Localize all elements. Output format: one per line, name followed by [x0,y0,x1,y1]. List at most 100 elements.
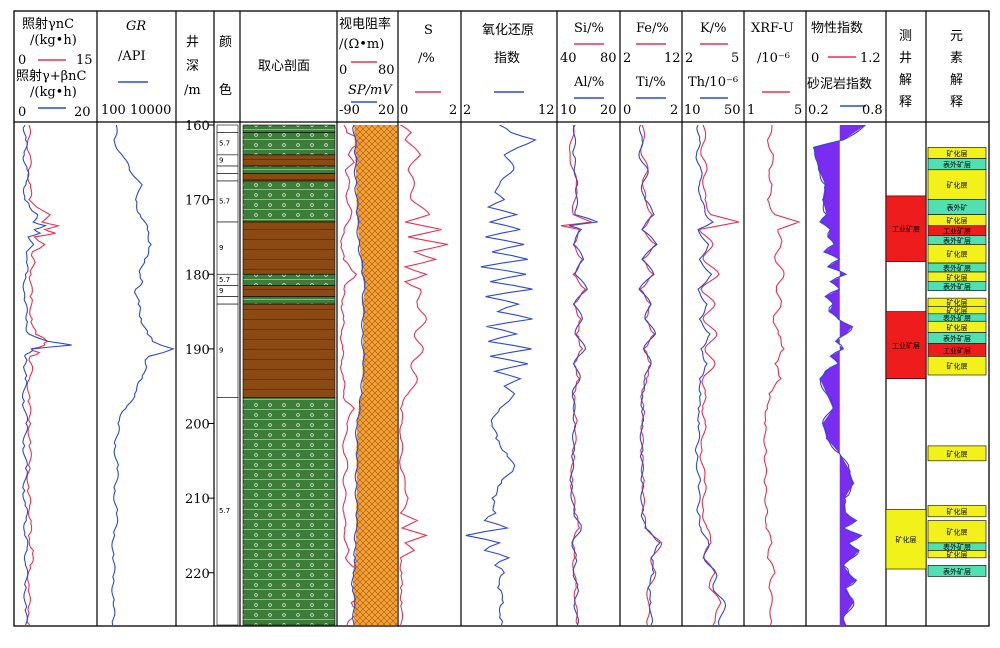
log-curves [21,124,866,626]
fe-scale-min: 2 [623,51,631,66]
depth-tick-label: 190 [185,343,210,358]
color-code-label: 9 [219,347,223,355]
well-interp-zone [885,195,927,262]
si-scale-max: 80 [600,51,617,66]
res-unit: /(Ω•m) [339,37,384,52]
gamma-scale-2-max: 20 [74,105,91,120]
sp-scale-min: -90 [339,103,360,118]
fe_ti-curve-blue [638,124,661,626]
th-scale-min: 10 [684,103,701,118]
si_al-curve-blue [568,124,598,626]
elem-interp-zone [927,356,987,376]
ti-title: Ti/% [636,75,666,90]
gr-scale-min: 100 [101,103,126,118]
color-strip-cell [216,397,239,626]
s-unit: /% [418,51,435,66]
xrf-curve-red [763,124,801,626]
core-layer [242,273,336,286]
elem-interp-zone [927,281,987,291]
well-interp-zone [885,509,927,570]
elem-interp-zone-label: 表外矿层 [943,160,971,169]
s-curve-red [399,124,448,626]
res-title: 视电阻率 [339,16,391,32]
core-layer [242,180,336,223]
core-layer [242,173,336,182]
redox-title-2: 指数 [494,51,520,66]
redox-scale-min: 2 [463,103,471,118]
color-code-label: 5.7 [219,507,230,515]
th-title: Th/10⁻⁶ [688,75,738,90]
k_th-curve-red [698,124,740,626]
gamma-title-1: 照射γnC [22,16,74,32]
ti-scale-max: 2 [670,103,678,118]
gamma-unit-2: /(kg•h) [30,85,77,100]
well-interp-zone-label: 工业矿层 [892,341,920,350]
elem-interp-zone-label: 矿化层 [947,306,968,315]
elem-interp-zone-label: 矿化层 [947,449,968,458]
xrf-scale-max: 5 [794,103,802,118]
res-scale-max: 80 [378,63,395,78]
column-dividers [96,11,927,626]
s-title: S [424,23,433,38]
gr-curve-blue [111,124,175,626]
core-section: 5.7 9 5.7 9 5.7 9 9 5.7 [216,124,336,626]
header-fe-ti: Fe/% 2 12 Ti/% 0 2 [623,21,681,118]
al-title: Al/% [573,75,604,90]
shale-index-fill [813,125,866,625]
color-title-2: 色 [219,82,232,98]
gr-title: GR [126,19,146,34]
header-s: S /% 0 2 [400,23,457,118]
header-redox: 氧化还原 指数 2 12 [463,23,555,118]
phys-title: 物性指数 [811,21,863,36]
header-xrf: XRF-U /10⁻⁶ 1 5 [747,21,802,118]
core-layer [242,296,336,305]
res-curve-blue [350,124,366,626]
well-interp-char-1: 测 [899,29,912,44]
core-layer [242,124,336,133]
phys-curve-blue [812,124,866,626]
fe-title: Fe/% [636,21,669,36]
color-code-label: 9 [219,244,223,252]
elem-interp-zone-label: 矿化层 [947,550,968,559]
elem-interp-zone [927,445,987,462]
header-gamma: 照射γnC /(kg•h) 0 15 照射γ+βnC /(kg•h) 0 20 [16,16,93,120]
depth-tick-label: 200 [185,418,210,433]
fe_ti-curve-red [639,124,663,626]
gamma-title-2: 照射γ+βnC [16,68,87,84]
core-layer [242,303,336,398]
gamma-scale-1-min: 0 [18,53,26,68]
redox-scale-max: 12 [538,103,555,118]
well-interp-char-3: 解 [899,73,912,88]
gamma-scale-2-min: 0 [18,105,26,120]
gr-scale-max: 10000 [130,103,171,118]
color-strip-cell [216,296,239,305]
shale-scale-min: 0.2 [808,103,829,118]
color-strip-cell [216,165,239,174]
elem-interp-zone-label: 表外矿层 [943,567,971,576]
res-curve-red [339,124,365,626]
header-well-interp: 测 井 解 释 [899,29,912,110]
well-interp-char-2: 井 [899,51,912,66]
elem-interp-zone-label: 矿化层 [947,298,968,307]
res-scale-min: 0 [339,63,347,78]
elem-interp-char-2: 素 [950,51,963,66]
shale-scale-max: 0.8 [862,103,883,118]
header-color: 颜 色 [219,34,232,98]
core-layer [242,154,336,167]
color-code-label: 9 [219,287,223,295]
k_th-curve-blue [694,124,727,626]
elem-interp-zone-label: 表外矿层 [943,264,971,273]
redox-curve-blue [465,124,537,626]
xrf-scale-min: 1 [747,103,755,118]
phys-scale-max: 1.2 [860,51,881,66]
gr-unit: /API [118,49,146,64]
xrf-title: XRF-U [751,21,794,36]
ti-scale-min: 0 [623,103,631,118]
element-interpretation-column: 矿化层表外矿层矿化层表外矿矿化层工业矿层表外矿层矿化层表外矿层矿化层表外矿层矿化… [927,147,987,577]
color-code-label: 5.7 [219,197,230,205]
depth-unit: /m [184,83,201,98]
shale-title: 砂泥岩指数 [807,77,872,92]
color-strip-cell [216,173,239,182]
elem-interp-zone-label: 表外矿层 [943,236,971,245]
